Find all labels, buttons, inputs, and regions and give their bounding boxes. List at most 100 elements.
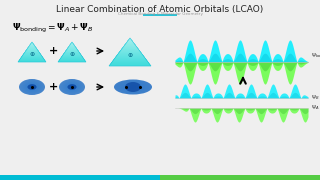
Ellipse shape [128,85,138,89]
Polygon shape [109,38,151,66]
Polygon shape [60,42,84,59]
Ellipse shape [19,79,45,95]
Polygon shape [23,42,41,55]
Polygon shape [26,42,38,51]
Text: $\oplus$: $\oplus$ [69,50,75,58]
Polygon shape [27,42,37,49]
Polygon shape [122,38,139,49]
Ellipse shape [116,80,150,94]
Ellipse shape [19,79,45,95]
Text: $\oplus$: $\oplus$ [29,50,35,58]
Polygon shape [110,38,150,64]
Polygon shape [110,38,150,65]
Ellipse shape [61,80,83,93]
Polygon shape [58,42,86,62]
Polygon shape [63,42,81,55]
Ellipse shape [63,81,81,93]
Bar [160,175,320,180]
Ellipse shape [60,80,84,94]
Ellipse shape [24,82,40,92]
Ellipse shape [28,84,36,90]
Polygon shape [27,42,37,49]
Ellipse shape [59,79,85,95]
Polygon shape [59,42,85,61]
Text: +: + [48,82,58,92]
Polygon shape [67,42,77,50]
Ellipse shape [130,86,136,88]
Polygon shape [117,38,143,55]
Polygon shape [66,42,78,51]
Polygon shape [18,42,46,62]
Polygon shape [64,42,80,54]
Bar [0,175,160,180]
Polygon shape [128,38,132,41]
Polygon shape [61,42,83,58]
Polygon shape [68,42,76,48]
Polygon shape [71,42,73,43]
Polygon shape [112,38,148,62]
Polygon shape [123,38,137,47]
Polygon shape [59,42,85,61]
Polygon shape [62,42,82,56]
Ellipse shape [28,84,36,90]
Polygon shape [58,42,86,62]
Polygon shape [30,42,34,45]
Ellipse shape [69,85,75,89]
Ellipse shape [68,84,76,90]
Polygon shape [31,42,33,44]
Polygon shape [22,42,42,56]
Polygon shape [111,38,149,63]
Polygon shape [61,42,83,57]
Text: $\Psi_A$: $\Psi_A$ [311,103,319,112]
Polygon shape [29,42,35,46]
Polygon shape [115,38,145,58]
Polygon shape [126,38,133,43]
Ellipse shape [125,84,140,90]
Text: $\Psi_{\rm bonding}$: $\Psi_{\rm bonding}$ [311,52,320,62]
Ellipse shape [64,82,80,92]
Polygon shape [122,38,138,48]
Polygon shape [30,42,34,45]
Polygon shape [65,42,79,53]
Polygon shape [24,42,40,53]
Polygon shape [31,42,33,43]
Polygon shape [117,38,143,56]
Ellipse shape [30,86,34,88]
Polygon shape [113,38,147,60]
Text: $\mathbf{\Psi}_{\rm bonding} = \mathbf{\Psi}_A + \mathbf{\Psi}_B$: $\mathbf{\Psi}_{\rm bonding} = \mathbf{\… [12,22,94,35]
Polygon shape [71,42,73,44]
Polygon shape [65,42,79,52]
Ellipse shape [25,83,39,91]
Polygon shape [113,38,148,61]
Ellipse shape [114,80,152,94]
Polygon shape [29,42,35,47]
Polygon shape [67,42,77,49]
Polygon shape [126,38,134,44]
Ellipse shape [68,84,76,90]
Polygon shape [23,42,41,55]
Polygon shape [63,42,81,55]
Ellipse shape [119,81,148,93]
Polygon shape [69,42,75,47]
Polygon shape [125,38,135,44]
Polygon shape [60,42,84,59]
Ellipse shape [20,80,44,94]
Polygon shape [115,38,145,58]
Polygon shape [19,42,45,61]
Polygon shape [21,42,43,58]
Polygon shape [28,42,36,48]
Ellipse shape [23,81,41,93]
Text: +: + [48,46,58,56]
Ellipse shape [125,82,141,92]
Polygon shape [24,42,40,54]
Polygon shape [129,38,132,40]
Ellipse shape [29,85,35,89]
Ellipse shape [114,80,152,94]
Polygon shape [60,42,84,60]
Polygon shape [18,42,46,62]
Polygon shape [118,38,142,54]
Polygon shape [20,42,44,59]
Polygon shape [129,38,131,39]
Polygon shape [127,38,133,42]
Polygon shape [66,42,78,51]
